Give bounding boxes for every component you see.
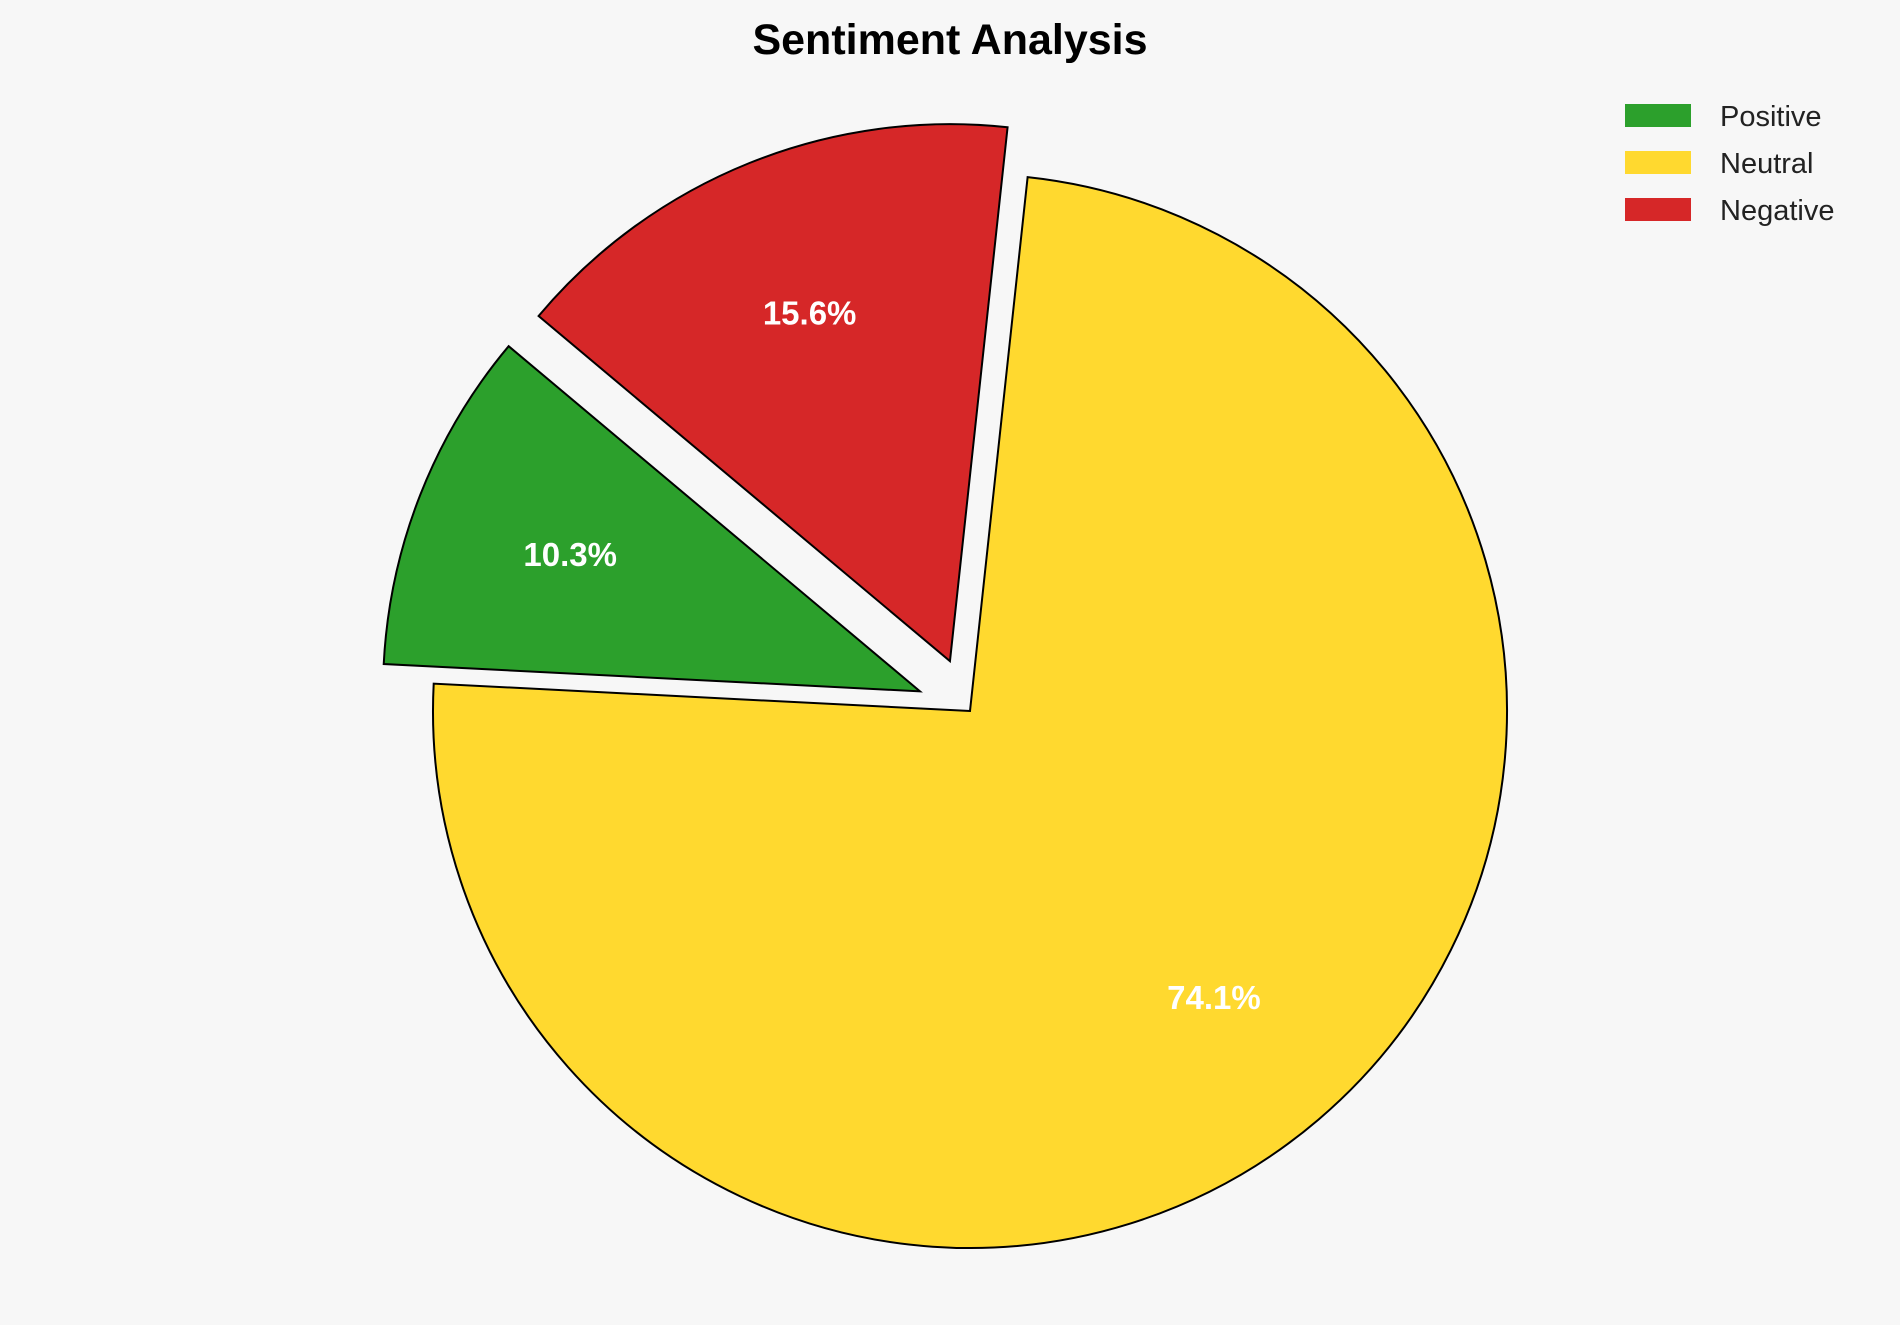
legend-swatch-positive bbox=[1625, 104, 1691, 127]
slice-label-neutral: 74.1% bbox=[1167, 979, 1261, 1016]
pie-slice-neutral bbox=[432, 175, 1508, 1249]
legend-label-negative: Negative bbox=[1720, 195, 1834, 227]
legend-label-positive: Positive bbox=[1720, 101, 1822, 133]
legend-label-neutral: Neutral bbox=[1720, 148, 1814, 180]
legend-swatch-negative bbox=[1625, 198, 1691, 221]
legend: Positive Neutral Negative bbox=[1625, 101, 1834, 227]
pie-slice-positive bbox=[382, 344, 923, 693]
slice-label-positive: 10.3% bbox=[523, 536, 617, 573]
chart-title: Sentiment Analysis bbox=[752, 16, 1147, 64]
legend-swatch-neutral bbox=[1625, 151, 1691, 174]
slice-label-negative: 15.6% bbox=[763, 294, 857, 331]
pie-slice-negative bbox=[537, 123, 1009, 664]
